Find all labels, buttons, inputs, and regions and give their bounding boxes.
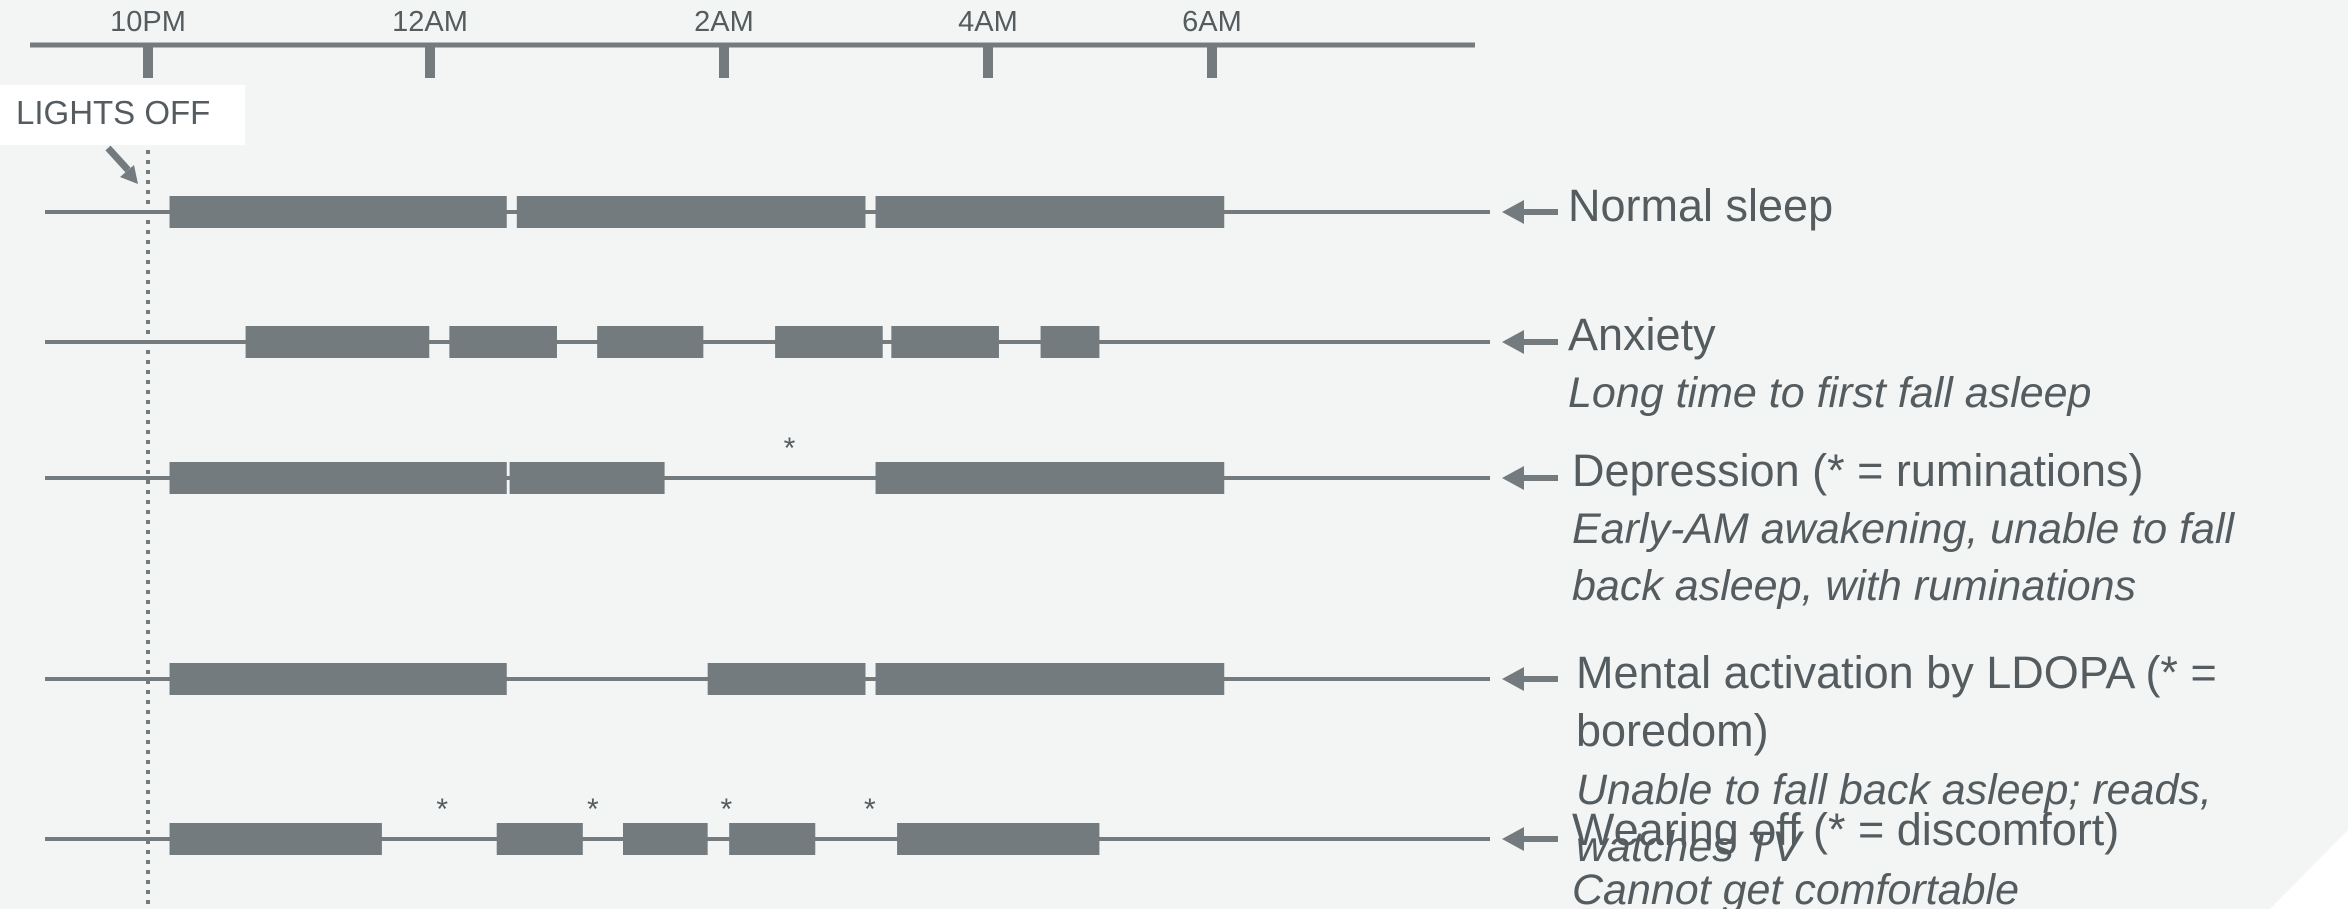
lights-off-marker: LIGHTS OFF — [0, 85, 245, 909]
time-tick-mark — [425, 47, 435, 78]
row-title-line2: boredom) — [1576, 705, 1769, 756]
sleep-block — [707, 663, 866, 695]
sleep-block — [169, 462, 507, 494]
row-title: Anxiety — [1568, 309, 1716, 360]
sleep-block — [169, 823, 382, 855]
row-label-arrow-head — [1502, 330, 1524, 354]
sleep-row: Mental activation by LDOPA (* = boredom) U… — [45, 647, 2217, 871]
row-title: Mental activation by LDOPA (* = — [1576, 647, 2217, 698]
lights-off-label-box — [0, 85, 245, 145]
page-corner-fold — [2270, 830, 2348, 909]
sleep-block — [496, 823, 583, 855]
sleep-block — [516, 196, 866, 228]
sleep-block — [897, 823, 1100, 855]
lights-off-label: LIGHTS OFF — [16, 94, 210, 131]
sleep-block — [1040, 326, 1100, 358]
row-description: Long time to first fall asleep — [1568, 369, 2091, 417]
sleep-rows: Normal sleep Anxiety Long time to first fa… — [45, 180, 2236, 909]
sleep-block — [729, 823, 816, 855]
sleep-block — [875, 462, 1225, 494]
sleep-block — [875, 196, 1225, 228]
time-tick-label: 12AM — [392, 6, 468, 38]
sleep-row: Anxiety Long time to first fall asleep — [45, 309, 2091, 417]
time-tick-mark — [1207, 47, 1217, 78]
time-tick-mark — [143, 47, 153, 78]
row-label-arrow-head — [1502, 200, 1524, 224]
rumination-star: * — [587, 793, 599, 826]
sleep-row: Normal sleep — [45, 180, 1833, 231]
rumination-star: * — [784, 432, 796, 465]
sleep-row: * Depression (* = ruminations) Early-AM aw… — [45, 432, 2236, 610]
row-title: Depression (* = ruminations) — [1572, 445, 2144, 496]
lights-off-arrow-head — [120, 165, 138, 184]
sleep-block — [509, 462, 665, 494]
row-title: Wearing off (* = discomfort) — [1572, 804, 2119, 855]
sleep-block — [622, 823, 708, 855]
row-description: Cannot get comfortable — [1572, 866, 2019, 909]
rumination-star: * — [864, 793, 876, 826]
sleep-block — [449, 326, 557, 358]
time-tick-label: 2AM — [694, 6, 754, 38]
row-label-arrow-head — [1502, 667, 1524, 691]
time-tick-mark — [719, 47, 729, 78]
row-description: Early-AM awakening, unable to fall — [1572, 505, 2236, 553]
sleep-block — [875, 663, 1225, 695]
time-tick-label: 4AM — [958, 6, 1018, 38]
sleep-block — [775, 326, 883, 358]
row-label-arrow-head — [1502, 827, 1524, 851]
time-tick-label: 10PM — [110, 6, 186, 38]
row-description: watches TV — [1576, 823, 1805, 871]
time-axis: 10PM 12AM 2AM 4AM 6AM — [30, 6, 1475, 78]
rumination-star: * — [436, 793, 448, 826]
row-title: Normal sleep — [1568, 180, 1833, 231]
row-label-arrow-head — [1502, 466, 1524, 490]
sleep-block — [891, 326, 999, 358]
lights-off-arrow-shaft — [105, 145, 131, 173]
sleep-block — [169, 196, 507, 228]
sleep-block — [245, 326, 430, 358]
row-description: back asleep, with ruminations — [1572, 562, 2136, 610]
rumination-star: * — [720, 793, 732, 826]
row-description: Unable to fall back asleep; reads, — [1576, 766, 2212, 814]
sleep-row: * * * * Wearing off (* = discomfort) Cannot g… — [45, 793, 2119, 909]
sleep-block — [169, 663, 507, 695]
time-tick-mark — [983, 47, 993, 78]
time-tick-label: 6AM — [1182, 6, 1242, 38]
sleep-block — [597, 326, 704, 358]
